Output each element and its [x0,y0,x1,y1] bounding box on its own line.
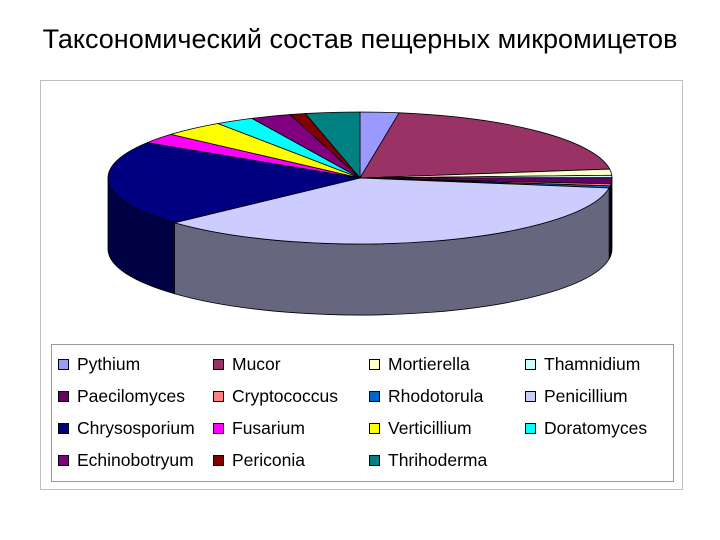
slice-thrihoderma [305,111,361,179]
legend-swatch [58,454,69,466]
legend-swatch [213,390,224,402]
slice-penicillium [174,177,610,245]
legend-item-fusarium: Fusarium [213,416,305,440]
legend-swatch [525,422,536,434]
legend-item-periconia: Periconia [213,448,305,472]
legend-swatch [58,358,69,370]
legend-label: Echinobotryum [77,449,194,470]
legend-swatch [525,390,536,402]
legend-swatch [369,454,380,466]
legend-swatch [369,390,380,402]
pie-chart [107,111,613,316]
legend-label: Mucor [232,353,281,374]
slice-chrysosporium [107,142,361,224]
legend-label: Verticillium [388,417,472,438]
legend-swatch [369,358,380,370]
legend-item-mucor: Mucor [213,352,281,376]
pie-top [107,111,613,245]
legend-label: Thamnidium [544,353,641,374]
legend-label: Rhodotorula [388,385,484,406]
legend-item-mortierella: Mortierella [369,352,470,376]
legend-swatch [213,358,224,370]
legend-label: Mortierella [388,353,470,374]
legend-swatch [369,422,380,434]
legend-item-thrihoderma: Thrihoderma [369,448,487,472]
legend-item-penicillium: Penicillium [525,384,628,408]
legend-item-rhodotorula: Rhodotorula [369,384,483,408]
legend-label: Penicillium [544,385,628,406]
slice-mucor [359,112,611,179]
chart-title: Таксономический состав пещерных микромиц… [42,24,678,54]
legend-label: Doratomyces [544,417,648,438]
legend-item-pythium: Pythium [58,352,140,376]
legend-item-paecilomyces: Paecilomyces [58,384,185,408]
legend-swatch [525,358,536,370]
legend-item-verticillium: Verticillium [369,416,472,440]
legend-label: Chrysosporium [77,417,195,438]
legend-label: Periconia [232,449,305,470]
legend-swatch [213,422,224,434]
legend-swatch [213,454,224,466]
legend-label: Cryptococcus [232,385,339,406]
legend-item-thamnidium: Thamnidium [525,352,640,376]
legend-item-cryptococcus: Cryptococcus [213,384,338,408]
legend-swatch [58,390,69,402]
legend-item-chrysosporium: Chrysosporium [58,416,195,440]
legend: Pythium Mucor Mortierella Thamnidium Paecilo… [51,344,674,482]
legend-swatch [58,422,69,434]
legend-item-echinobotryum: Echinobotryum [58,448,194,472]
legend-label: Paecilomyces [77,385,185,406]
legend-item-doratomyces: Doratomyces [525,416,647,440]
legend-label: Thrihoderma [388,449,488,470]
legend-label: Pythium [77,353,141,374]
legend-label: Fusarium [232,417,305,438]
